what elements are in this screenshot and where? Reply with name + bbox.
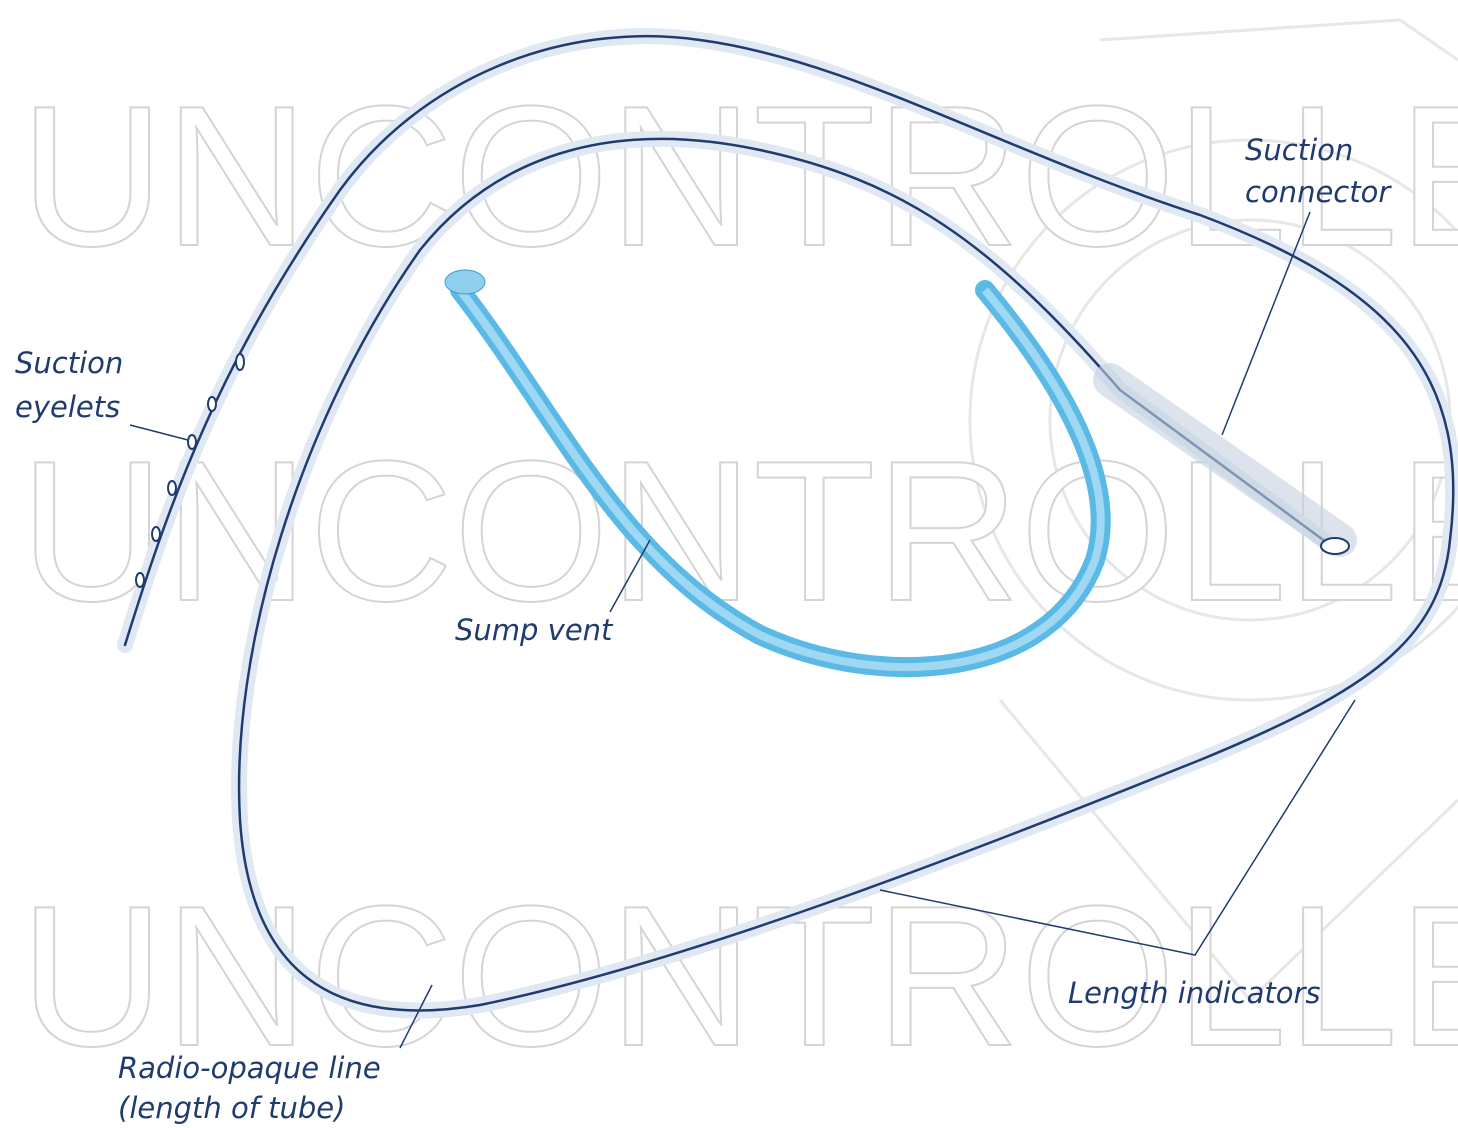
- label: connector: [1245, 175, 1392, 209]
- label: Suction: [1245, 133, 1353, 167]
- label: Radio-opaque line: [118, 1051, 381, 1085]
- watermark: UNCONTROLLED V: [20, 65, 1458, 288]
- label: Suction: [15, 346, 123, 380]
- label: (length of tube): [118, 1091, 345, 1125]
- label: Length indicators: [1068, 976, 1321, 1010]
- diagram: UNCONTROLLED V UNCONTROLLED V UNCONTROLL…: [0, 0, 1458, 1128]
- label: eyelets: [15, 390, 120, 424]
- label: Sump vent: [455, 613, 614, 647]
